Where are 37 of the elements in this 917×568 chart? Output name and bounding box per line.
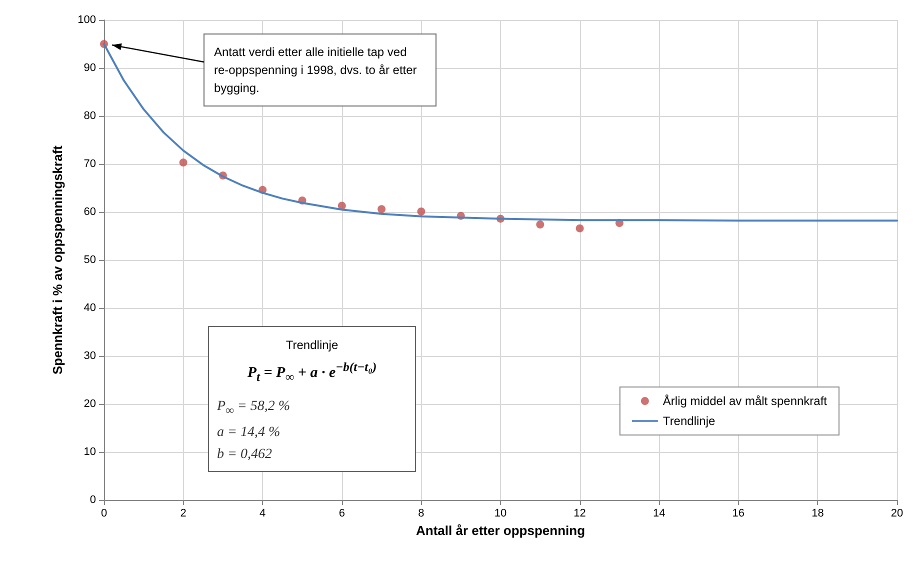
x-tick-label: 4 bbox=[260, 508, 266, 520]
point bbox=[576, 224, 584, 232]
y-tick-label: 60 bbox=[84, 206, 96, 218]
y-tick-label: 70 bbox=[84, 158, 96, 170]
annotation: P$_{t}$ = P$_{∞}$ + a · e$^{−b(t−t₀)}$ bbox=[246, 359, 378, 386]
y-tick-label: 0 bbox=[90, 494, 96, 506]
x-tick-label: 16 bbox=[732, 508, 745, 520]
x-tick-label: 14 bbox=[652, 508, 666, 520]
x-tick-label: 12 bbox=[574, 508, 586, 520]
point bbox=[378, 205, 386, 214]
point bbox=[179, 158, 188, 167]
y-tick-label: 100 bbox=[78, 14, 96, 26]
x-tick-label: 20 bbox=[890, 508, 904, 520]
annotation: Antatt verdi etter alle initielle tap ved re-oppspenning i 1998, dvs. to år etter bygging. bbox=[214, 45, 420, 95]
x-tick-label: 6 bbox=[338, 508, 345, 520]
annotation: b = 0,462 bbox=[217, 446, 273, 464]
x-tick-label: 2 bbox=[180, 508, 186, 520]
y-axis-title: Spennkraft i % av oppspenningskraft bbox=[50, 144, 65, 374]
x-tick-label: 8 bbox=[418, 508, 424, 520]
x-tick-label: 0 bbox=[100, 508, 108, 520]
annotation: P$_{∞}$ = 58,2 % bbox=[217, 398, 291, 419]
x-tick-label: 18 bbox=[812, 508, 824, 520]
point bbox=[536, 220, 544, 228]
y-tick-label: 50 bbox=[84, 254, 96, 266]
y-tick-label: 40 bbox=[84, 302, 96, 314]
x-axis-title: Antall år etter oppspenning bbox=[416, 522, 586, 538]
annotation: Trendlinje bbox=[284, 337, 340, 354]
legend-label: Årlig middel av målt spennkraft bbox=[662, 394, 828, 408]
point bbox=[417, 208, 426, 216]
x-tick-label: 10 bbox=[494, 508, 507, 520]
y-tick-label: 30 bbox=[84, 350, 96, 362]
annotation: a = 14,4 % bbox=[217, 424, 282, 442]
y-tick-label: 10 bbox=[84, 446, 96, 458]
legend-label: Trendlinje bbox=[662, 414, 716, 428]
y-tick-label: 20 bbox=[84, 398, 96, 410]
y-tick-label: 80 bbox=[84, 110, 96, 122]
y-tick-label: 90 bbox=[84, 62, 96, 74]
